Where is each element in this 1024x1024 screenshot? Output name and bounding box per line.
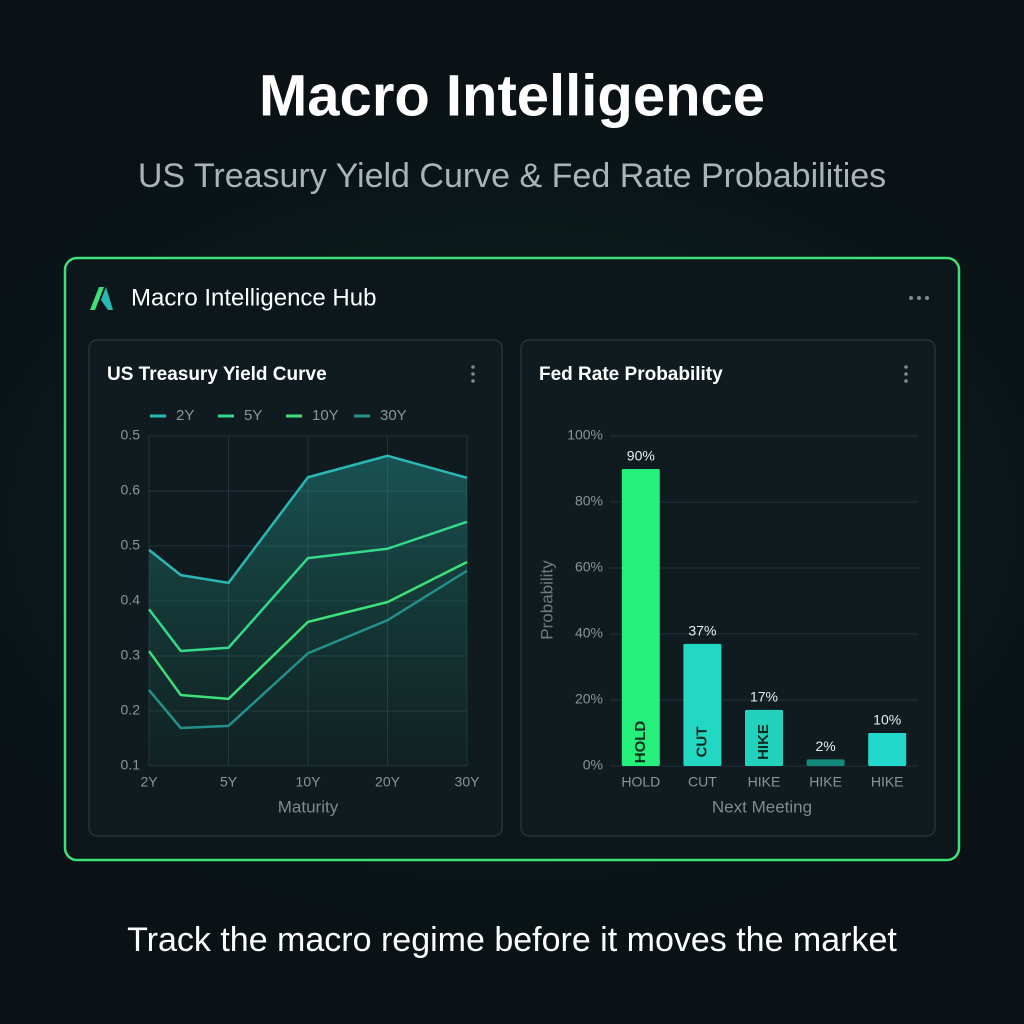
y-tick-label: 80%	[575, 493, 603, 509]
y-tick-label: 0.1	[121, 757, 141, 773]
x-tick-label: CUT	[688, 774, 717, 790]
y-tick-label: 60%	[575, 559, 603, 575]
panel-menu[interactable]	[471, 365, 475, 383]
value-label: 37%	[688, 623, 716, 639]
bar-inner-label: HIKE	[755, 724, 772, 760]
y-tick-label: 0.3	[121, 647, 141, 663]
x-tick-label: 30Y	[455, 774, 481, 790]
series-line	[147, 560, 468, 701]
legend-label: 30Y	[380, 407, 407, 424]
x-tick-label: HIKE	[871, 774, 904, 790]
series-line	[148, 454, 468, 585]
x-axis-label: Next Meeting	[712, 797, 812, 816]
page-title: Macro Intelligence	[259, 63, 765, 128]
y-tick-label: 100%	[567, 427, 603, 443]
x-tick-label: 10Y	[296, 774, 322, 790]
series-line	[148, 569, 468, 730]
hub-title: Macro Intelligence Hub	[131, 284, 376, 311]
x-tick-label: HIKE	[748, 774, 781, 790]
value-label: 2%	[815, 738, 835, 754]
y-tick-label: 20%	[575, 691, 603, 707]
y-tick-label: 0%	[583, 757, 603, 773]
chart-title: Fed Rate Probability	[539, 364, 723, 385]
area-fill	[149, 455, 467, 766]
y-tick-label: 0.4	[121, 592, 141, 608]
y-tick-label: 0.2	[121, 702, 141, 718]
page-subtitle: US Treasury Yield Curve & Fed Rate Proba…	[138, 157, 886, 195]
tagline: Track the macro regime before it moves t…	[127, 921, 897, 959]
hub-menu[interactable]	[909, 296, 929, 300]
y-tick-label: 40%	[575, 625, 603, 641]
y-axis-label: Probability	[537, 560, 556, 640]
value-label: 17%	[750, 689, 778, 705]
legend-label: 2Y	[176, 407, 194, 424]
x-tick-label: 20Y	[375, 774, 401, 790]
y-tick-label: 0.6	[121, 482, 141, 498]
y-tick-label: 0.5	[121, 427, 141, 443]
hub-logo	[90, 287, 113, 310]
bar	[621, 469, 660, 766]
x-tick-label: 5Y	[220, 774, 238, 790]
bar-inner-label: CUT	[693, 727, 710, 758]
bar	[745, 709, 783, 766]
x-tick-label: HIKE	[809, 774, 842, 790]
x-tick-label: 2Y	[140, 774, 158, 790]
bar	[683, 643, 722, 766]
legend-label: 5Y	[244, 407, 262, 424]
bar-inner-label: HOLD	[632, 721, 649, 764]
bar	[868, 733, 907, 766]
legend-label: 10Y	[312, 407, 339, 424]
value-label: 10%	[873, 712, 901, 728]
series-line	[148, 520, 468, 653]
x-axis-label: Maturity	[278, 797, 339, 816]
panel-menu[interactable]	[904, 365, 908, 383]
y-tick-label: 0.5	[121, 537, 141, 553]
chart-title: US Treasury Yield Curve	[107, 364, 327, 385]
x-tick-label: HOLD	[621, 774, 660, 790]
value-label: 90%	[627, 448, 655, 464]
bar	[806, 759, 845, 766]
